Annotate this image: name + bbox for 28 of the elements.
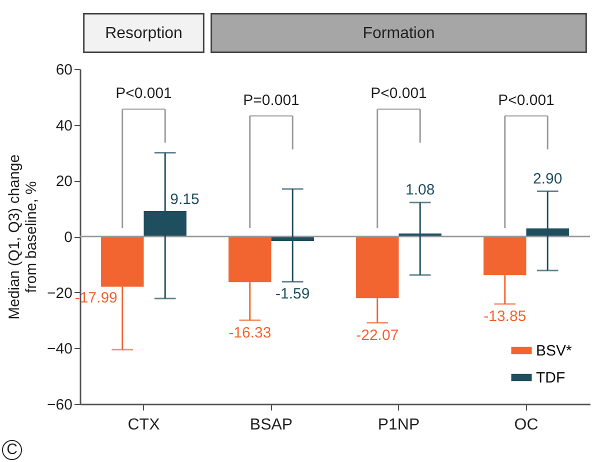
legend-label: BSV* bbox=[536, 342, 572, 360]
data-label: -1.59 bbox=[276, 286, 310, 303]
data-label: 2.90 bbox=[533, 170, 562, 188]
annotation: P<0.001 bbox=[498, 92, 554, 109]
annotation: P<0.001 bbox=[116, 85, 172, 102]
y-axis-title: Median (Q1, Q3) change from baseline, % bbox=[6, 154, 40, 320]
y-tick-label: 0 bbox=[64, 229, 72, 246]
text: Resorption bbox=[105, 24, 182, 42]
y-tick-label: 40 bbox=[56, 117, 72, 134]
x-tick-label: CTX bbox=[128, 416, 160, 434]
data-label: -22.07 bbox=[356, 326, 399, 344]
y-tick-label: −40 bbox=[47, 340, 72, 358]
x-tick-label: OC bbox=[514, 416, 538, 434]
annotation: P=0.001 bbox=[243, 92, 300, 109]
x-tick-label: BSAP bbox=[250, 416, 293, 434]
data-label: 1.08 bbox=[406, 181, 435, 198]
data-label: 9.15 bbox=[170, 190, 200, 208]
y-tick-label: 60 bbox=[56, 62, 72, 78]
annotation: P<0.001 bbox=[370, 85, 427, 102]
text: C bbox=[2, 440, 22, 460]
legend-label: TDF bbox=[536, 370, 566, 386]
text: Formation bbox=[362, 24, 435, 42]
data-label: -13.85 bbox=[484, 308, 526, 326]
y-tick-label: −60 bbox=[47, 396, 72, 414]
data-label: -16.33 bbox=[228, 324, 272, 342]
y-tick-label: 20 bbox=[56, 173, 72, 190]
x-tick-label: P1NP bbox=[378, 416, 420, 434]
y-tick-label: −20 bbox=[47, 284, 72, 302]
